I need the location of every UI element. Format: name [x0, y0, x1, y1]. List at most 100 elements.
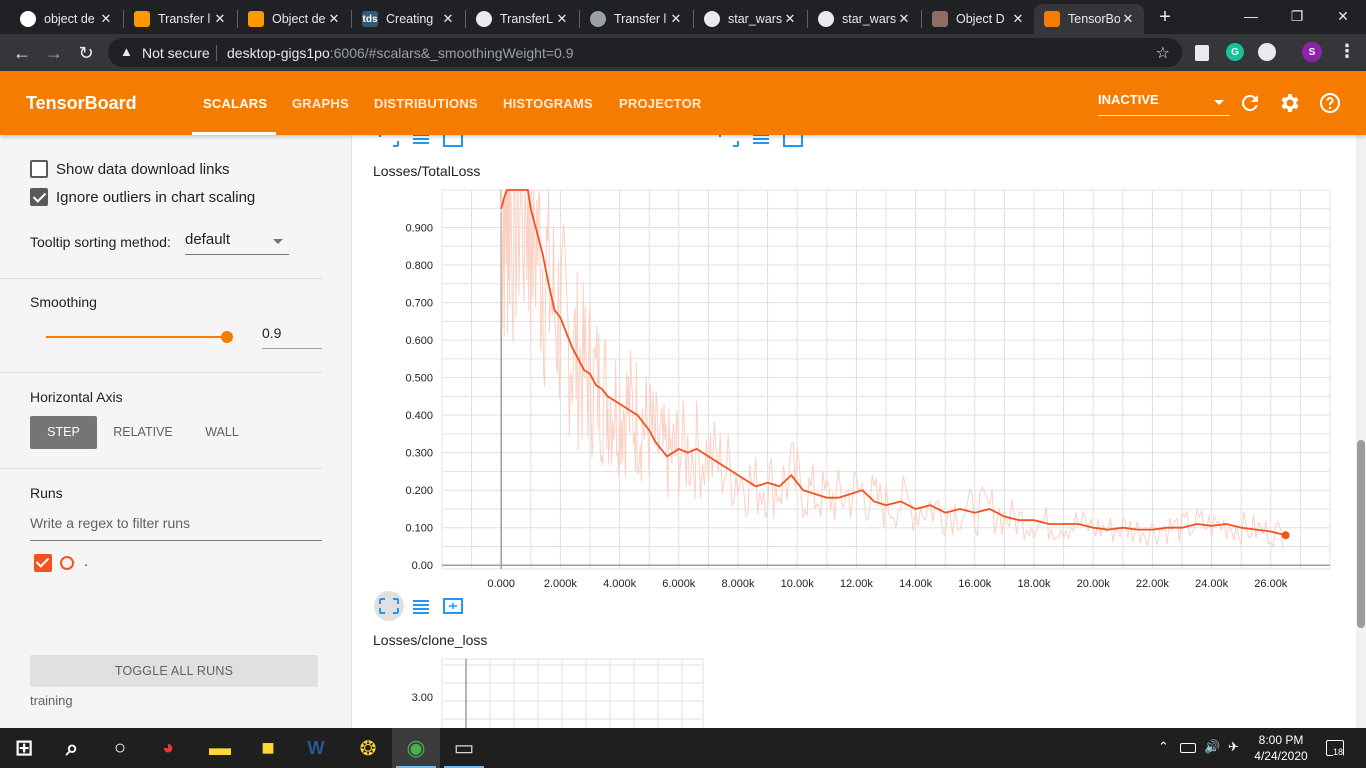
close-tab-icon[interactable]: ✕ — [1122, 11, 1134, 26]
extension-circle-icon[interactable] — [1258, 43, 1276, 61]
word-icon[interactable]: W — [292, 728, 340, 768]
list-icon[interactable] — [411, 598, 431, 614]
ignore-outliers-checkbox[interactable] — [30, 188, 48, 206]
browser-tab[interactable]: star_wars ✕ — [808, 4, 920, 34]
x-tick-label: 12.00k — [840, 578, 874, 590]
browser-tab[interactable]: tds Creating ✕ — [352, 4, 464, 34]
search-icon[interactable]: ⌕ — [48, 728, 96, 768]
tab-distributions[interactable]: DISTRIBUTIONS — [374, 96, 478, 111]
browser-toolbar: ← → ↻ ▲ Not secure desktop-gigs1po:6006/… — [0, 34, 1366, 71]
gear-icon[interactable] — [1278, 91, 1302, 115]
tab-histograms[interactable]: HISTOGRAMS — [503, 96, 593, 111]
fullscreen-icon[interactable] — [379, 135, 399, 147]
new-tab-button[interactable]: + — [1159, 6, 1171, 28]
toggle-all-runs-button[interactable]: TOGGLE ALL RUNS — [30, 655, 318, 687]
security-label[interactable]: Not secure — [142, 45, 210, 61]
grammarly-icon[interactable]: G — [1226, 43, 1244, 61]
forward-icon[interactable]: → — [45, 43, 63, 63]
close-window-icon[interactable]: ✕ — [1337, 8, 1349, 24]
maximize-icon[interactable]: ❐ — [1290, 8, 1304, 24]
back-icon[interactable]: ← — [13, 43, 31, 63]
network-icon[interactable]: ✈ — [1228, 739, 1239, 754]
close-tab-icon[interactable]: ✕ — [328, 11, 340, 26]
fullscreen-button-bg[interactable] — [374, 591, 404, 621]
close-tab-icon[interactable]: ✕ — [1012, 11, 1024, 26]
ignore-outliers-option[interactable]: Ignore outliers in chart scaling — [30, 188, 255, 206]
close-tab-icon[interactable]: ✕ — [100, 11, 112, 26]
bookmark-star-icon[interactable]: ☆ — [1155, 45, 1170, 62]
browser-tab[interactable]: Object de ✕ — [238, 4, 350, 34]
show-download-links-label: Show data download links — [56, 160, 230, 178]
show-download-links-checkbox[interactable] — [30, 160, 48, 178]
list-icon[interactable] — [751, 135, 771, 147]
axis-step-button[interactable]: STEP — [30, 416, 97, 449]
task-view-icon[interactable]: ○ — [96, 728, 144, 768]
axis-relative-button[interactable]: RELATIVE — [113, 425, 173, 439]
fit-domain-icon[interactable] — [443, 135, 463, 147]
document-extension-icon[interactable] — [1195, 45, 1209, 61]
close-tab-icon[interactable]: ✕ — [214, 11, 226, 26]
file-explorer-icon[interactable]: ▬ — [196, 728, 244, 768]
profile-avatar[interactable]: S — [1302, 42, 1322, 62]
browser-tab[interactable]: Transfer l ✕ — [580, 4, 692, 34]
close-tab-icon[interactable]: ✕ — [898, 11, 910, 26]
run-status-select[interactable]: INACTIVE — [1098, 92, 1230, 116]
reload-icon[interactable]: ↻ — [78, 43, 94, 63]
start-icon[interactable]: ⊞ — [0, 728, 48, 768]
fullscreen-icon[interactable] — [379, 598, 399, 614]
browser-tab[interactable]: TransferL ✕ — [466, 4, 578, 34]
address-bar[interactable]: ▲ Not secure desktop-gigs1po:6006/#scala… — [108, 38, 1182, 67]
close-tab-icon[interactable]: ✕ — [442, 11, 454, 26]
run-name: . — [84, 553, 88, 569]
fullscreen-icon[interactable] — [719, 135, 739, 147]
page-scrollbar[interactable] — [1356, 135, 1366, 728]
series-end-point — [1281, 531, 1290, 540]
notification-icon[interactable]: 18 — [1326, 740, 1344, 757]
runs-filter-input[interactable]: Write a regex to filter runs — [30, 515, 322, 541]
axis-wall-button[interactable]: WALL — [205, 425, 239, 439]
speaker-icon[interactable]: 🔊 — [1204, 739, 1221, 754]
tensorboard-icon — [1044, 11, 1060, 27]
terminal-icon[interactable]: ▭ — [440, 728, 488, 768]
cloneloss-chart[interactable]: 3.00 — [353, 655, 713, 728]
url-text[interactable]: desktop-gigs1po:6006/#scalars&_smoothing… — [227, 45, 573, 61]
browser-tab[interactable]: TensorBo ✕ — [1034, 4, 1144, 34]
tab-scalars[interactable]: SCALARS — [203, 96, 268, 111]
smoothing-slider-handle[interactable] — [221, 331, 233, 343]
fit-domain-icon[interactable] — [783, 135, 803, 147]
browser-tab[interactable]: Transfer l ✕ — [124, 4, 236, 34]
run-checkbox[interactable] — [34, 554, 52, 572]
sticky-notes-icon[interactable]: ■ — [244, 728, 292, 768]
y-tick-label: 0.00 — [412, 560, 433, 572]
browser-tab[interactable]: object de ✕ — [10, 4, 122, 34]
browser-tab-title: object de — [44, 12, 95, 26]
chrome-icon[interactable]: ◉ — [392, 728, 440, 768]
fit-domain-icon[interactable] — [443, 598, 463, 614]
smoothed-series-line[interactable] — [500, 189, 1286, 537]
tab-projector[interactable]: PROJECTOR — [619, 96, 702, 111]
tooltip-sorting-select[interactable]: default — [185, 231, 289, 255]
smoothing-input[interactable]: 0.9 — [262, 325, 322, 349]
browser-tab[interactable]: star_wars ✕ — [694, 4, 806, 34]
scrollbar-thumb[interactable] — [1357, 440, 1365, 628]
close-tab-icon[interactable]: ✕ — [784, 11, 796, 26]
paint-icon[interactable]: ◕ — [144, 728, 192, 768]
list-icon[interactable] — [411, 135, 431, 147]
tab-graphs[interactable]: GRAPHS — [292, 96, 349, 111]
github-icon — [476, 11, 492, 27]
battery-icon[interactable] — [1180, 743, 1196, 753]
minimize-icon[interactable]: — — [1244, 8, 1258, 24]
help-icon[interactable] — [1318, 91, 1342, 115]
chrome-menu-icon[interactable]: ⋮ — [1338, 41, 1356, 61]
close-tab-icon[interactable]: ✕ — [556, 11, 568, 26]
python-icon[interactable]: ❂ — [344, 728, 392, 768]
show-download-links-option[interactable]: Show data download links — [30, 160, 229, 178]
reload-icon[interactable] — [1238, 91, 1262, 115]
smoothing-slider-track[interactable] — [46, 336, 232, 338]
browser-tab[interactable]: Object D ✕ — [922, 4, 1034, 34]
totalloss-chart[interactable]: 0.00 0.100 0.200 0.300 0.400 0.500 0.600 0.700 0… — [353, 180, 1356, 595]
system-clock[interactable]: 8:00 PM 4/24/2020 — [1248, 732, 1314, 764]
close-tab-icon[interactable]: ✕ — [670, 11, 682, 26]
image-icon — [932, 11, 948, 27]
chevron-up-icon[interactable]: ⌃ — [1158, 739, 1169, 754]
